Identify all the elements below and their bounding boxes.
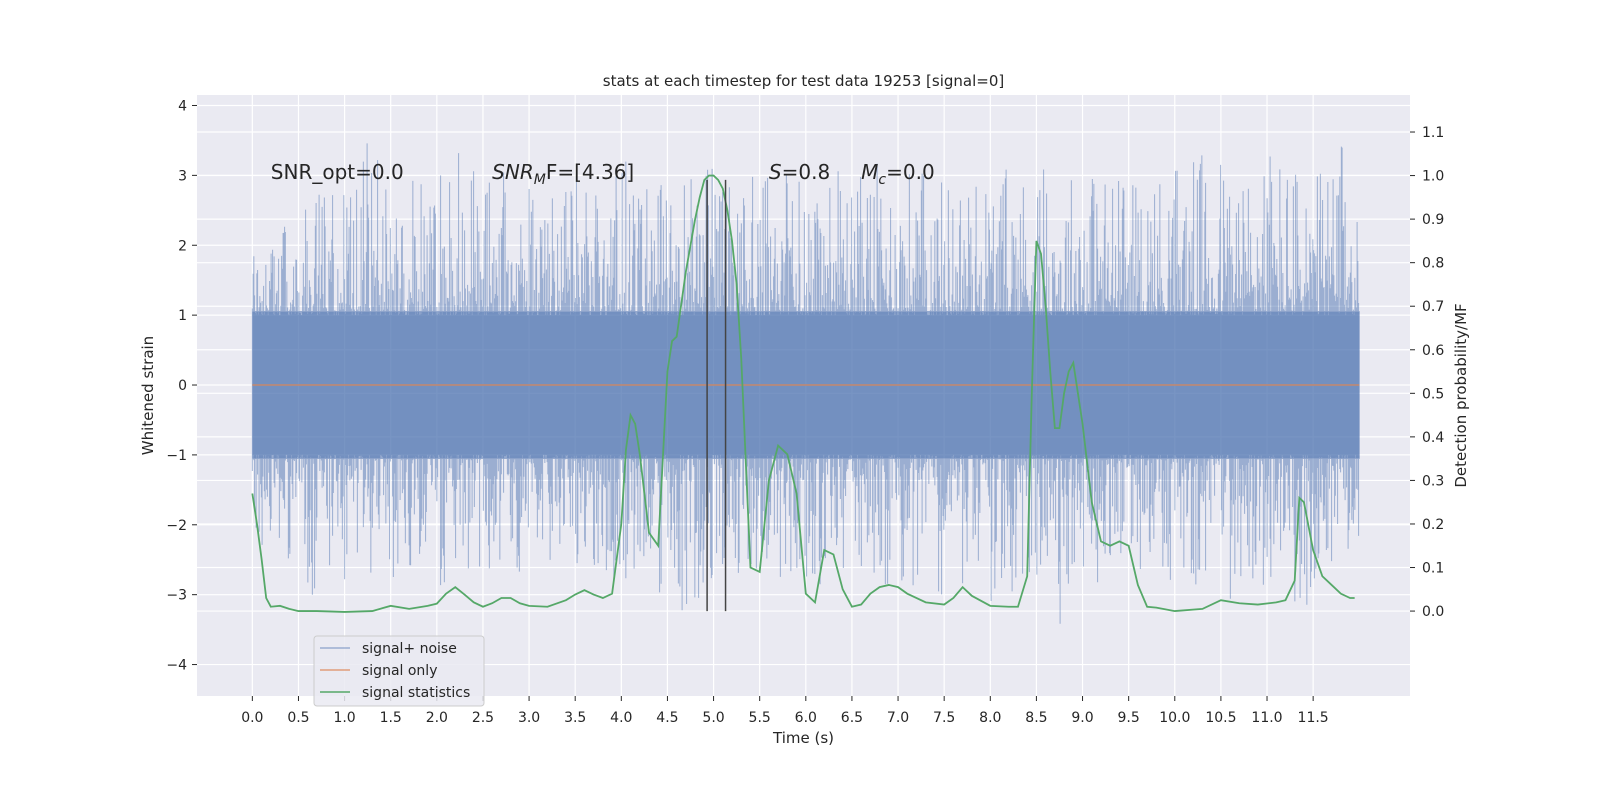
y-axis-ticks: −4 −3 −2 −1 0 1 2 3 4 <box>166 98 197 674</box>
x-tick-label: 5.0 <box>702 710 724 726</box>
y-tick-label: 0 <box>178 378 187 394</box>
x-tick-label: 2.0 <box>426 710 448 726</box>
x-tick-label: 5.5 <box>749 710 771 726</box>
x-axis-ticks: 0.0 0.5 1.0 1.5 2.0 2.5 3.0 3.5 4.0 4.5 5.0 5.5 6.0 6… <box>241 696 1329 726</box>
series-signal-noise <box>251 143 1360 624</box>
x-tick-label: 6.0 <box>795 710 817 726</box>
y2-tick-label: 0.0 <box>1422 604 1444 620</box>
x-tick-label: 8.5 <box>1025 710 1047 726</box>
y2-axis-ticks: 0.0 0.1 0.2 0.3 0.4 0.5 0.6 0.7 0.8 0.9 1.0 1.1 <box>1410 125 1444 620</box>
x-tick-label: 0.5 <box>287 710 309 726</box>
annotation-snr-mf: SNRMF=[4.36] <box>492 160 634 188</box>
y2-tick-label: 1.0 <box>1422 169 1444 185</box>
x-tick-label: 3.0 <box>518 710 540 726</box>
x-tick-label: 1.5 <box>380 710 402 726</box>
y-tick-label: −4 <box>166 658 187 674</box>
x-tick-label: 6.5 <box>841 710 863 726</box>
y2-tick-label: 0.3 <box>1422 473 1444 489</box>
x-tick-label: 11.5 <box>1298 710 1329 726</box>
y2-tick-label: 0.7 <box>1422 299 1444 315</box>
series-signal-statistics <box>251 174 1355 613</box>
x-tick-label: 7.5 <box>933 710 955 726</box>
x-tick-label: 1.0 <box>333 710 355 726</box>
x-tick-label: 7.0 <box>887 710 909 726</box>
annotation-s: S=0.8 <box>769 160 830 184</box>
annotation-snr-opt: SNR_opt=0.0 <box>271 160 404 184</box>
annotation-mc: Mc=0.0 <box>861 160 935 188</box>
y-tick-label: 2 <box>178 238 187 254</box>
y-tick-label: 1 <box>178 308 187 324</box>
y-tick-label: −3 <box>166 588 187 604</box>
y2-tick-label: 1.1 <box>1422 125 1444 141</box>
x-tick-label: 11.0 <box>1251 710 1282 726</box>
y2-tick-label: 0.1 <box>1422 561 1444 577</box>
chart-title: stats at each timestep for test data 192… <box>603 72 1004 90</box>
x-tick-label: 10.5 <box>1205 710 1236 726</box>
x-axis-label: Time (s) <box>772 729 834 747</box>
x-tick-label: 9.5 <box>1118 710 1140 726</box>
x-tick-label: 2.5 <box>472 710 494 726</box>
legend-box <box>313 635 485 707</box>
legend-label-signal-noise: signal+ noise <box>362 641 457 657</box>
x-tick-label: 4.0 <box>610 710 632 726</box>
y2-tick-label: 0.6 <box>1422 343 1444 359</box>
x-tick-label: 0.0 <box>241 710 263 726</box>
x-tick-label: 8.0 <box>979 710 1001 726</box>
legend-label-signal-statistics: signal statistics <box>362 685 470 701</box>
y2-tick-label: 0.9 <box>1422 212 1444 228</box>
y2-tick-label: 0.4 <box>1422 430 1444 446</box>
y2-tick-label: 0.5 <box>1422 386 1444 402</box>
legend-label-signal-only: signal only <box>362 663 437 679</box>
y-tick-label: 4 <box>178 98 187 114</box>
x-tick-label: 10.0 <box>1159 710 1190 726</box>
y2-tick-label: 0.8 <box>1422 256 1444 272</box>
y-tick-label: 3 <box>178 168 187 184</box>
y-tick-label: −1 <box>166 448 187 464</box>
x-tick-label: 4.5 <box>656 710 678 726</box>
y2-axis-label: Detection probability/MF <box>1452 303 1470 487</box>
legend: signal+ noise signal only signal statist… <box>313 635 485 707</box>
y-axis-label: Whitened strain <box>139 336 157 455</box>
annotations: SNR_opt=0.0 SNRMF=[4.36] S=0.8 Mc=0.0 <box>271 160 935 188</box>
series-layer <box>251 143 1360 624</box>
x-tick-label: 9.0 <box>1071 710 1093 726</box>
y2-tick-label: 0.2 <box>1422 517 1444 533</box>
y-tick-label: −2 <box>166 518 187 534</box>
x-tick-label: 3.5 <box>564 710 586 726</box>
